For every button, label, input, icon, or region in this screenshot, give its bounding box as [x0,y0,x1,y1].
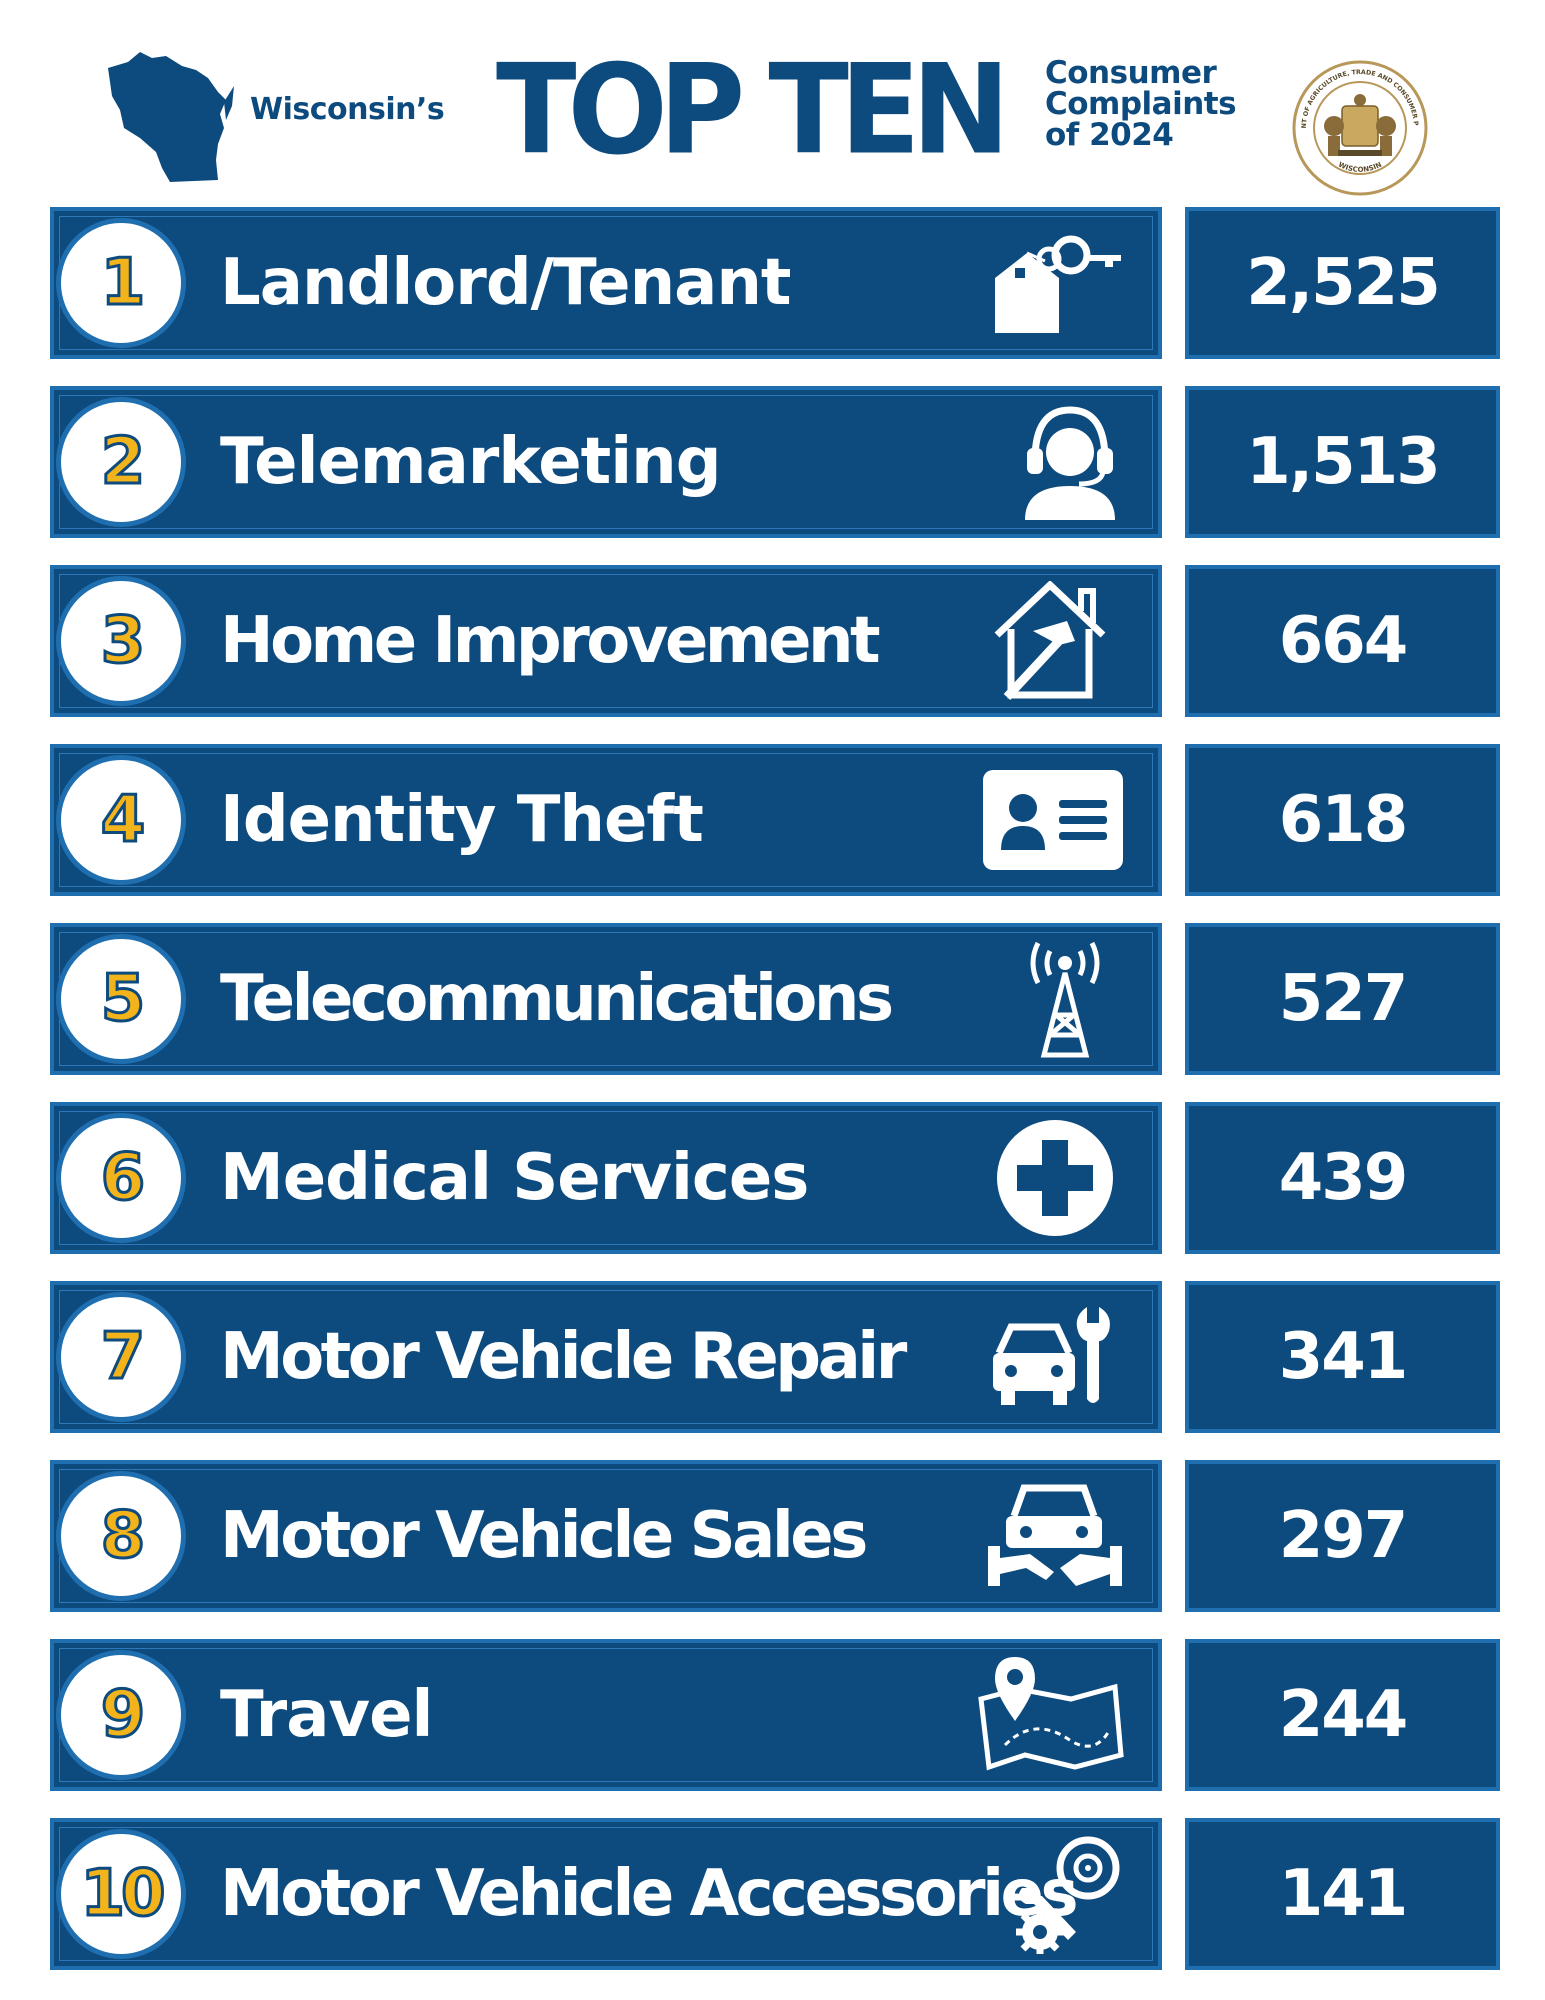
complaint-row: 7 Motor Vehicle Repair 341 [0,1281,1545,1433]
category-bar [50,1818,1162,1970]
category-label: Home Improvement [220,604,881,678]
complaint-count: 618 [1278,783,1409,857]
category-label: Landlord/Tenant [220,246,791,320]
subtitle-line-2: Complaints [1045,86,1237,122]
complaint-row: 10 Motor Vehicle Accessories 141 [0,1818,1545,1970]
page-title: TOP TEN [496,36,1010,182]
count-box: 2,525 [1185,207,1500,359]
category-bar [50,386,1162,538]
cell-tower-icon [1030,941,1100,1058]
rank-number: 9 [99,1677,147,1754]
complaint-count: 527 [1278,962,1409,1036]
category-bar [50,1639,1162,1791]
category-bar [50,1281,1162,1433]
category-bar [50,1460,1162,1612]
count-box: 1,513 [1185,386,1500,538]
count-box: 439 [1185,1102,1500,1254]
complaint-row: 8 Motor Vehicle Sales 297 [0,1460,1545,1612]
category-label: Travel [220,1678,433,1752]
rank-number: 3 [99,603,147,680]
subtitle-line-3: of 2024 [1045,117,1174,153]
complaint-count: 664 [1278,604,1409,678]
complaint-count: 2,525 [1246,246,1440,320]
rank-number: 4 [99,782,147,859]
complaint-row: 9 Travel 244 [0,1639,1545,1791]
header: Wisconsin’s TOP TEN Consumer Complaints … [0,0,1545,200]
complaint-count: 439 [1278,1141,1409,1215]
rank-badge: 8 [56,1471,186,1601]
map-pin-icon [978,1657,1124,1771]
category-bar [50,207,1162,359]
datcp-seal-logo: DEPARTMENT OF AGRICULTURE, TRADE AND CON… [1292,60,1428,196]
count-box: 297 [1185,1460,1500,1612]
id-card-icon [983,770,1123,870]
count-box: 341 [1185,1281,1500,1433]
subtitle-line-1: Consumer [1045,55,1217,91]
category-label: Identity Theft [220,783,704,857]
category-label: Motor Vehicle Sales [220,1499,868,1573]
complaint-count: 141 [1278,1857,1409,1931]
rank-badge: 7 [56,1292,186,1422]
complaint-row: 3 Home Improvement 664 [0,565,1545,717]
complaint-row: 4 Identity Theft 618 [0,744,1545,896]
complaint-row: 2 Telemarketing 1,513 [0,386,1545,538]
category-bar [50,565,1162,717]
car-wrench-icon [993,1307,1110,1405]
rank-number: 2 [99,424,147,501]
subtitle: Consumer Complaints of 2024 [1045,55,1237,153]
car-handshake-icon [988,1484,1122,1586]
rank-number: 1 [99,245,147,322]
category-label: Motor Vehicle Accessories [220,1857,1079,1931]
category-bar [50,923,1162,1075]
headset-person-icon [1025,406,1115,520]
rank-number: 6 [99,1140,147,1217]
category-label: Medical Services [220,1141,809,1215]
complaint-count: 244 [1278,1678,1409,1752]
rank-number: 5 [99,961,147,1038]
gears-wrench-icon [1016,1836,1120,1954]
house-hammer-icon [994,581,1106,701]
rank-number: 7 [99,1319,147,1396]
rank-badge: 4 [56,755,186,885]
wisconsin-map-icon [108,52,234,182]
rank-number: 8 [99,1498,147,1575]
category-bar [50,1102,1162,1254]
rank-number: 10 [79,1856,167,1933]
rank-badge: 3 [56,576,186,706]
category-bar [50,744,1162,896]
rank-badge: 1 [56,218,186,348]
category-label: Motor Vehicle Repair [220,1320,907,1394]
complaint-count: 341 [1278,1320,1409,1394]
rank-badge: 2 [56,397,186,527]
count-box: 527 [1185,923,1500,1075]
count-box: 141 [1185,1818,1500,1970]
complaint-count: 1,513 [1246,425,1440,499]
category-label: Telecommunications [220,962,894,1036]
complaint-count: 297 [1278,1499,1409,1573]
house-key-icon [995,235,1121,333]
rank-badge: 6 [56,1113,186,1243]
rank-badge: 5 [56,934,186,1064]
medical-cross-icon [997,1120,1113,1236]
complaint-row: 1 Landlord/Tenant 2,525 [0,207,1545,359]
state-label: Wisconsin’s [250,92,445,127]
count-box: 618 [1185,744,1500,896]
category-label: Telemarketing [220,425,721,499]
complaint-row: 6 Medical Services 439 [0,1102,1545,1254]
count-box: 244 [1185,1639,1500,1791]
rank-badge: 9 [56,1650,186,1780]
rank-badge: 10 [56,1829,186,1959]
count-box: 664 [1185,565,1500,717]
complaint-row: 5 Telecommunications 527 [0,923,1545,1075]
